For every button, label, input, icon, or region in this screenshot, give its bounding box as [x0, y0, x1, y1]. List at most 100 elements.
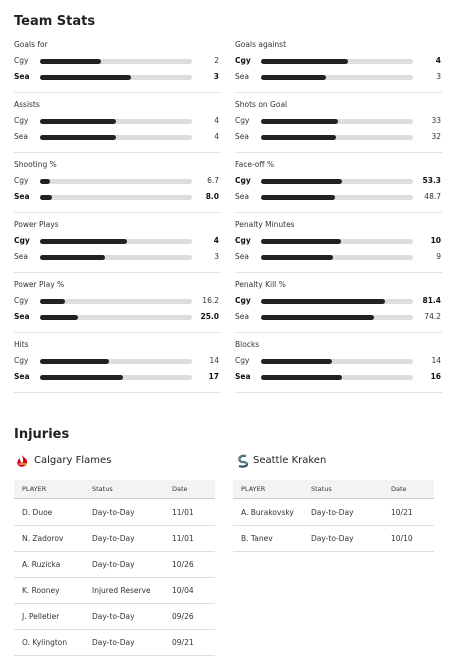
stat-label: Shooting %: [14, 160, 57, 169]
table-cell: A. Ruzicka: [22, 560, 61, 569]
bar-track: [261, 375, 413, 380]
table-cell: Day-to-Day: [92, 638, 135, 647]
stat-value: 53.3: [422, 176, 441, 185]
bar-track: [40, 179, 192, 184]
team-abbr: Cgy: [14, 116, 29, 125]
stat-value: 33: [431, 116, 441, 125]
bar-track: [261, 119, 413, 124]
stat-label: Power Play %: [14, 280, 65, 289]
column-header: Date: [391, 485, 407, 493]
stat-bar: [261, 75, 327, 80]
row-divider: [14, 525, 215, 526]
stat-value: 4: [213, 236, 219, 245]
table-cell: Day-to-Day: [311, 534, 354, 543]
stat-value: 6.7: [207, 176, 219, 185]
stat-bar: [40, 135, 116, 140]
stat-bar: [261, 119, 339, 124]
team-name: Calgary Flames: [34, 455, 112, 466]
column-header: Date: [172, 485, 188, 493]
bar-track: [261, 299, 413, 304]
stat-bar: [261, 195, 336, 200]
column-header: PLAYER: [22, 485, 47, 493]
table-cell: Day-to-Day: [92, 612, 135, 621]
stat-bar: [40, 299, 65, 304]
team-abbr: Cgy: [235, 116, 250, 125]
stat-value: 3: [436, 72, 441, 81]
section-title: Injuries: [14, 427, 70, 442]
team-name: Seattle Kraken: [253, 455, 327, 466]
divider: [14, 392, 221, 393]
table-cell: Day-to-Day: [311, 508, 354, 517]
team-abbr: Cgy: [14, 296, 29, 305]
stat-value: 74.2: [424, 312, 441, 321]
table-cell: B. Tanev: [241, 534, 273, 543]
team-abbr: Cgy: [14, 56, 29, 65]
team-abbr: Cgy: [235, 296, 251, 305]
bar-track: [40, 359, 192, 364]
stat-value: 4: [214, 132, 219, 141]
divider: [235, 392, 442, 393]
table-header: [14, 480, 215, 499]
stat-value: 10: [430, 236, 441, 245]
team-abbr: Sea: [235, 132, 249, 141]
divider: [14, 92, 221, 93]
row-divider: [14, 655, 215, 656]
bar-track: [40, 239, 192, 244]
stat-bar: [40, 255, 106, 260]
stat-bar: [40, 179, 51, 184]
divider: [235, 152, 442, 153]
bar-track: [40, 59, 192, 64]
stat-bar: [261, 315, 374, 320]
stat-value: 16.2: [202, 296, 219, 305]
stat-value: 81.4: [422, 296, 441, 305]
column-header: Status: [311, 485, 332, 493]
table-cell: Injured Reserve: [92, 586, 151, 595]
stat-value: 2: [214, 56, 219, 65]
table-cell: 10/26: [172, 560, 194, 569]
stat-label: Blocks: [235, 340, 260, 349]
row-divider: [233, 525, 434, 526]
row-divider: [14, 603, 215, 604]
bar-track: [261, 59, 413, 64]
team-abbr: Sea: [14, 72, 30, 81]
table-cell: Day-to-Day: [92, 534, 135, 543]
team-abbr: Sea: [14, 252, 28, 261]
stat-value: 16: [430, 372, 441, 381]
stat-label: Power Plays: [14, 220, 59, 229]
stat-bar: [40, 239, 127, 244]
table-header: [233, 480, 434, 499]
column-header: Status: [92, 485, 113, 493]
stat-bar: [40, 195, 53, 200]
stat-value: 14: [431, 356, 441, 365]
team-abbr: Cgy: [14, 236, 30, 245]
team-abbr: Cgy: [235, 236, 251, 245]
divider: [14, 272, 221, 273]
table-cell: 11/01: [172, 508, 194, 517]
bar-track: [261, 75, 413, 80]
bar-track: [40, 119, 192, 124]
bar-track: [40, 135, 192, 140]
column-header: PLAYER: [241, 485, 266, 493]
stat-value: 32: [431, 132, 441, 141]
divider: [235, 272, 442, 273]
stat-bar: [40, 375, 124, 380]
team-abbr: Sea: [14, 312, 30, 321]
team-abbr: Sea: [235, 312, 249, 321]
stat-label: Goals against: [235, 40, 287, 49]
divider: [235, 332, 442, 333]
bar-track: [261, 239, 413, 244]
bar-track: [40, 75, 192, 80]
table-cell: O. Kylington: [22, 638, 68, 647]
team-abbr: Sea: [235, 372, 251, 381]
team-abbr: Sea: [235, 192, 249, 201]
stat-bar: [261, 375, 343, 380]
row-divider: [14, 577, 215, 578]
bar-track: [261, 195, 413, 200]
stat-value: 4: [435, 56, 441, 65]
team-abbr: Sea: [14, 192, 30, 201]
team-abbr: Cgy: [235, 56, 251, 65]
team-abbr: Sea: [14, 132, 28, 141]
stat-bar: [40, 359, 109, 364]
stat-label: Hits: [14, 340, 29, 349]
team-abbr: Sea: [235, 252, 249, 261]
